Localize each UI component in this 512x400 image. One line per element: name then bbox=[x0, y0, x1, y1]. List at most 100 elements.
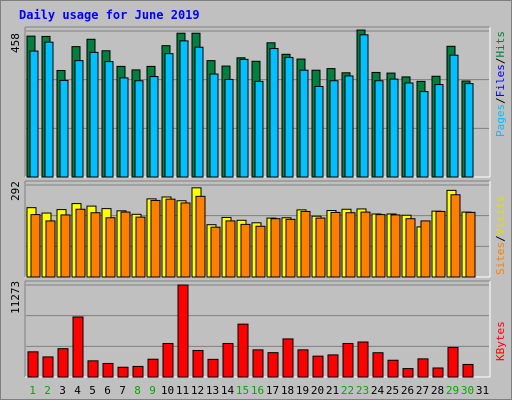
sites-bar bbox=[270, 218, 281, 278]
sites-bar bbox=[345, 212, 356, 278]
files-bar bbox=[434, 84, 444, 178]
sites-bar bbox=[300, 210, 311, 278]
x-tick-label: 9 bbox=[149, 384, 156, 397]
files-bar bbox=[224, 78, 234, 178]
files-bar bbox=[164, 53, 174, 178]
sites-bar bbox=[420, 220, 431, 278]
sites-bar bbox=[165, 198, 176, 278]
sites-bar bbox=[90, 212, 101, 278]
x-tick-label: 5 bbox=[89, 384, 96, 397]
sites-bar bbox=[210, 226, 221, 278]
kbytes-bar bbox=[252, 349, 264, 378]
x-tick-label: 23 bbox=[356, 384, 369, 397]
kbytes-bar bbox=[162, 342, 174, 378]
files-bar bbox=[314, 85, 324, 178]
sites-bar bbox=[360, 211, 371, 278]
files-bar bbox=[239, 58, 249, 178]
files-bar bbox=[329, 80, 339, 178]
panel3-ymax-label: 11273 bbox=[9, 281, 22, 314]
x-tick-label: 18 bbox=[281, 384, 294, 397]
files-bar bbox=[119, 77, 129, 178]
files-bar bbox=[74, 60, 84, 178]
kbytes-bar bbox=[222, 342, 234, 378]
panel1-axis-label: Pages/Files/Hits bbox=[494, 31, 507, 137]
x-tick-label: 31 bbox=[476, 384, 489, 397]
sites-bar bbox=[120, 211, 131, 278]
x-tick-label: 6 bbox=[104, 384, 111, 397]
kbytes-bar bbox=[297, 349, 309, 378]
kbytes-bar bbox=[72, 316, 84, 378]
panel1-axis-label-part: / bbox=[494, 58, 507, 65]
kbytes-bar bbox=[57, 348, 69, 378]
kbytes-bar bbox=[177, 284, 189, 378]
sites-bar bbox=[45, 220, 56, 278]
kbytes-bar bbox=[312, 355, 324, 378]
sites-bar bbox=[75, 208, 86, 278]
sites-bar bbox=[315, 217, 326, 278]
kbytes-bar bbox=[462, 363, 474, 378]
x-tick-label: 17 bbox=[266, 384, 279, 397]
files-bar bbox=[209, 73, 219, 178]
kbytes-bar bbox=[417, 358, 429, 378]
files-bar bbox=[464, 83, 474, 178]
x-tick-label: 15 bbox=[236, 384, 249, 397]
panel1-axis-label-part: Files bbox=[494, 64, 507, 97]
kbytes-bar bbox=[357, 341, 369, 378]
kbytes-bar bbox=[402, 368, 414, 378]
kbytes-bar bbox=[372, 352, 384, 378]
panel2-axis-label-part: Sites bbox=[494, 242, 507, 275]
panel1-axis-label-part: Hits bbox=[494, 31, 507, 58]
panel2-axis-label: Sites/Visits bbox=[494, 196, 507, 276]
x-tick-label: 10 bbox=[161, 384, 174, 397]
kbytes-bar bbox=[42, 356, 54, 378]
sites-bar bbox=[465, 211, 476, 278]
sites-bar bbox=[30, 214, 41, 278]
x-tick-label: 3 bbox=[59, 384, 66, 397]
x-tick-label: 13 bbox=[206, 384, 219, 397]
files-bar bbox=[149, 76, 159, 178]
kbytes-bar bbox=[192, 349, 204, 378]
x-tick-label: 27 bbox=[416, 384, 429, 397]
panel2-axis-label-part: Visits bbox=[494, 196, 507, 236]
files-bar bbox=[284, 56, 294, 178]
x-tick-label: 16 bbox=[251, 384, 264, 397]
panel3-axis-label: KBytes bbox=[494, 321, 507, 361]
files-bar bbox=[374, 80, 384, 178]
x-tick-label: 28 bbox=[431, 384, 444, 397]
sites-bar bbox=[375, 214, 386, 278]
files-bar bbox=[299, 69, 309, 178]
kbytes-bar bbox=[27, 351, 39, 378]
panel1-ymax-label: 458 bbox=[9, 33, 22, 53]
files-bar bbox=[194, 46, 204, 178]
sites-bar bbox=[105, 217, 116, 278]
x-tick-label: 24 bbox=[371, 384, 385, 397]
kbytes-bar bbox=[432, 367, 444, 378]
kbytes-bar bbox=[237, 323, 249, 378]
sites-bar bbox=[135, 216, 146, 278]
files-bar bbox=[254, 80, 264, 178]
kbytes-bar bbox=[132, 365, 144, 378]
kbytes-bar bbox=[87, 360, 99, 378]
kbytes-bar bbox=[117, 366, 129, 378]
x-tick-label: 19 bbox=[296, 384, 309, 397]
kbytes-bar bbox=[267, 352, 279, 378]
panel1-axis-label-part: / bbox=[494, 97, 507, 104]
files-bar bbox=[89, 51, 99, 178]
kbytes-bar bbox=[447, 346, 459, 378]
x-tick-label: 7 bbox=[119, 384, 126, 397]
x-tick-label: 14 bbox=[221, 384, 235, 397]
files-bar bbox=[59, 79, 69, 178]
files-bar bbox=[359, 34, 369, 178]
x-tick-label: 11 bbox=[176, 384, 189, 397]
files-bar bbox=[344, 75, 354, 178]
x-tick-label: 21 bbox=[326, 384, 339, 397]
sites-bar bbox=[435, 210, 446, 278]
panel1-axis-label-part: Pages bbox=[494, 104, 507, 137]
files-bar bbox=[104, 61, 114, 178]
sites-bar bbox=[450, 194, 461, 278]
sites-bar bbox=[240, 223, 251, 278]
kbytes-bar bbox=[147, 358, 159, 378]
files-bar bbox=[449, 54, 459, 178]
